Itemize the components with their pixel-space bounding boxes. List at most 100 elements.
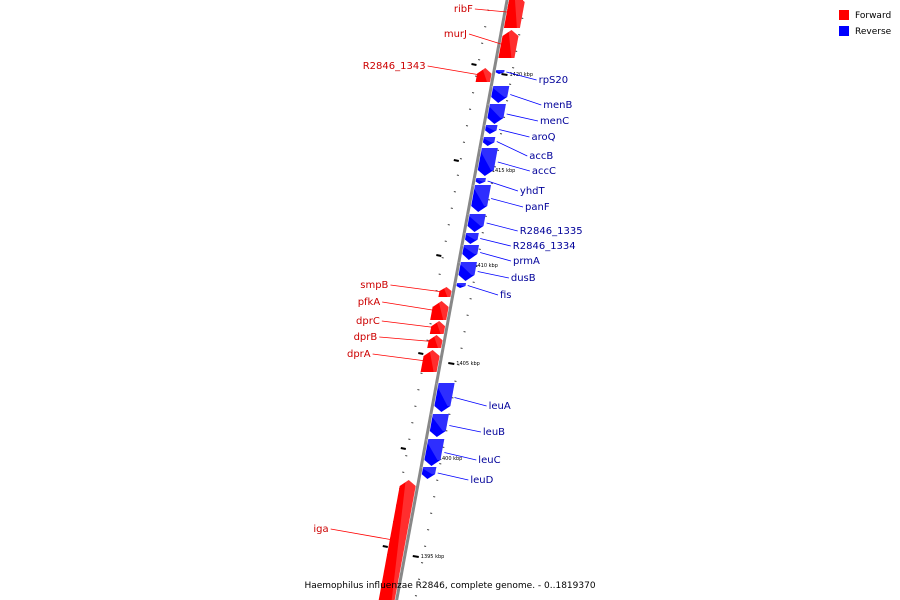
- gene-label-rps20[interactable]: rpS20: [539, 75, 569, 86]
- gene-arrow-r2846-1335[interactable]: [467, 214, 486, 232]
- gene-label-r2846-1335[interactable]: R2846_1335: [520, 226, 583, 237]
- gene-label-leuc[interactable]: leuC: [478, 455, 500, 466]
- minor-tick-left: [444, 240, 447, 242]
- gene-shade-dprc: [436, 321, 446, 334]
- major-tick: [501, 73, 508, 76]
- leader-line-aroq: [498, 129, 530, 138]
- gene-label-aroq[interactable]: aroQ: [531, 132, 555, 143]
- leader-line-menb: [510, 94, 542, 106]
- gene-arrow-leuc[interactable]: [424, 439, 445, 466]
- gene-label-accc[interactable]: accC: [532, 166, 556, 177]
- minor-tick-right: [508, 83, 512, 85]
- gene-arrow-leua[interactable]: [434, 383, 455, 412]
- leader-line-panf: [491, 198, 524, 208]
- gene-label-iga[interactable]: iga: [313, 524, 328, 535]
- gene-shade-dusb: [457, 262, 477, 275]
- gene-label-r2846-1334[interactable]: R2846_1334: [513, 241, 576, 252]
- gene-arrow-pfka[interactable]: [430, 301, 449, 320]
- gene-shade-pfka: [438, 301, 449, 320]
- leader-line-leua: [454, 397, 487, 407]
- gene-arrow-leub[interactable]: [429, 414, 449, 437]
- gene-label-smpb[interactable]: smpB: [360, 280, 388, 291]
- gene-label-yhdt[interactable]: yhdT: [520, 186, 546, 197]
- gene-label-ribf[interactable]: ribF: [454, 4, 473, 15]
- gene-arrow-rps20[interactable]: [495, 70, 505, 74]
- gene-arrow-prma[interactable]: [462, 245, 479, 260]
- gene-label-dprc[interactable]: dprC: [356, 316, 380, 327]
- gene-arrow-leud[interactable]: [421, 467, 437, 479]
- minor-tick-right: [466, 314, 469, 316]
- gene-label-leua[interactable]: leuA: [489, 401, 511, 412]
- gene-arrow-accb[interactable]: [482, 137, 496, 146]
- gene-arrow-iga[interactable]: [378, 480, 416, 600]
- gene-arrow-yhdt[interactable]: [475, 178, 486, 184]
- minor-tick-left: [408, 438, 411, 440]
- minor-tick-right: [469, 298, 472, 300]
- minor-tick-left: [465, 125, 469, 127]
- gene-label-leub[interactable]: leuB: [483, 427, 505, 438]
- gene-shade-r2846-1335: [466, 214, 486, 226]
- gene-arrow-menb[interactable]: [491, 86, 510, 103]
- gene-label-pfka[interactable]: pfkA: [358, 297, 381, 308]
- leader-line-dpra: [372, 353, 427, 362]
- tick-label: 1395 kbp: [421, 554, 445, 560]
- leader-line-accc: [497, 161, 530, 172]
- gene-arrow-dprc[interactable]: [429, 321, 446, 334]
- leader-line-r2846-1334: [480, 238, 511, 247]
- minor-tick-left: [447, 224, 450, 226]
- gene-shade-aroq: [483, 125, 498, 131]
- minor-tick-left: [441, 257, 444, 259]
- minor-tick-left: [411, 422, 414, 424]
- leader-line-dprc: [381, 320, 435, 328]
- gene-label-leud[interactable]: leuD: [470, 475, 493, 486]
- gene-label-dpra[interactable]: dprA: [347, 349, 371, 360]
- leader-line-r2846-1335: [486, 222, 518, 232]
- minor-tick-right: [512, 67, 515, 69]
- minor-tick-right: [420, 562, 424, 564]
- gene-label-prma[interactable]: prmA: [513, 256, 540, 267]
- gene-shade-leua: [435, 383, 455, 406]
- gene-label-murj[interactable]: murJ: [444, 29, 467, 40]
- strand-legend: Forward Reverse: [839, 10, 892, 37]
- leader-line-murj: [468, 33, 502, 45]
- gene-label-accb[interactable]: accB: [529, 151, 553, 162]
- gene-shade-panf: [472, 185, 491, 206]
- gene-arrow-murj[interactable]: [498, 30, 519, 58]
- gene-label-panf[interactable]: panF: [525, 202, 550, 213]
- gene-shade-prma: [461, 245, 479, 254]
- major-tick-left: [436, 254, 442, 257]
- gene-label-dprb[interactable]: dprB: [354, 332, 378, 343]
- minor-tick-right: [439, 463, 442, 465]
- legend-label-forward: Forward: [855, 11, 891, 21]
- gene-arrow-fis[interactable]: [456, 283, 467, 288]
- gene-arrow-aroq[interactable]: [485, 125, 498, 134]
- gene-shade-fis: [454, 283, 466, 286]
- gene-arrow-dusb[interactable]: [458, 262, 477, 281]
- minor-tick-left: [429, 323, 432, 325]
- gene-shade-leub: [429, 414, 449, 431]
- gene-arrow-accc[interactable]: [477, 148, 498, 176]
- leader-line-pfka: [382, 301, 436, 311]
- gene-label-menc[interactable]: menC: [540, 116, 569, 127]
- gene-label-fis[interactable]: fis: [500, 290, 512, 301]
- gene-label-dusb[interactable]: dusB: [511, 273, 536, 284]
- gene-arrow-dpra[interactable]: [420, 350, 440, 372]
- minor-tick-right: [423, 545, 427, 547]
- minor-tick-left: [471, 92, 475, 94]
- gene-arrow-panf[interactable]: [471, 185, 491, 212]
- gene-label-menb[interactable]: menB: [543, 100, 572, 111]
- gene-arrow-ribf[interactable]: [503, 0, 525, 28]
- gene-shade-menb: [490, 86, 510, 97]
- major-tick-left: [418, 352, 424, 355]
- leader-line-menc: [506, 113, 539, 122]
- gene-arrow-smpb[interactable]: [438, 287, 452, 297]
- minor-tick-left: [450, 207, 453, 209]
- major-tick-left: [400, 447, 407, 450]
- gene-label-r2846-1343[interactable]: R2846_1343: [363, 61, 426, 72]
- gene-arrow-r2846-1334[interactable]: [465, 233, 479, 244]
- gene-arrow-dprb[interactable]: [427, 335, 443, 348]
- gene-arrow-r2846-1343[interactable]: [475, 68, 492, 82]
- legend-swatch-forward: [839, 10, 849, 20]
- gene-arrow-menc[interactable]: [487, 104, 506, 124]
